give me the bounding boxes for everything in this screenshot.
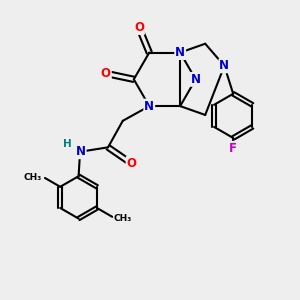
Text: F: F (229, 142, 237, 155)
Text: H: H (63, 139, 72, 148)
Text: O: O (134, 21, 144, 34)
Text: O: O (127, 157, 136, 170)
Text: N: N (144, 100, 154, 112)
Text: O: O (101, 67, 111, 80)
Text: N: N (190, 73, 201, 86)
Text: N: N (175, 46, 185, 59)
Text: N: N (76, 145, 86, 158)
Text: CH₃: CH₃ (23, 173, 41, 182)
Text: CH₃: CH₃ (114, 214, 132, 223)
Text: N: N (219, 59, 229, 72)
